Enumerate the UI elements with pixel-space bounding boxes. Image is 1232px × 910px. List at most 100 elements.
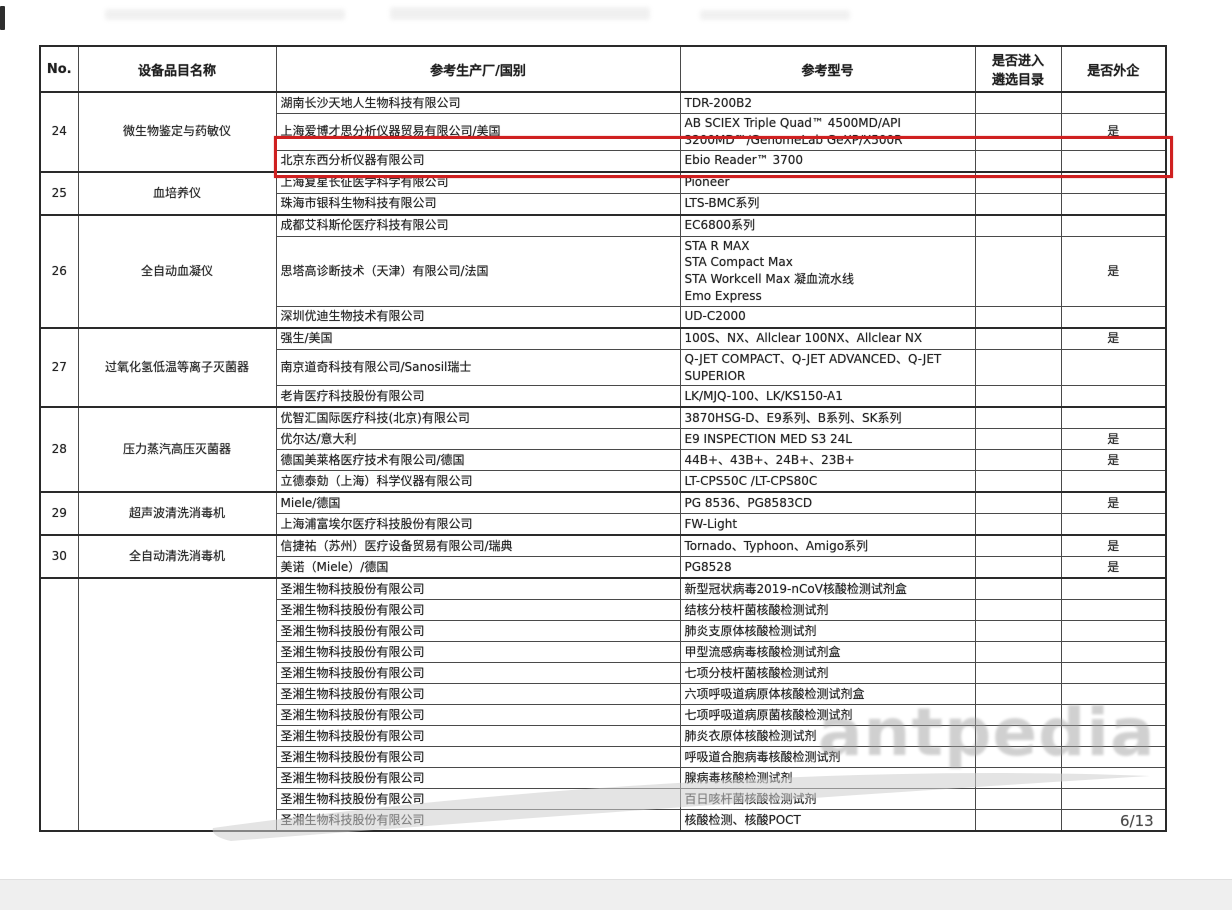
table-row: 圣湘生物科技股份有限公司 肺炎支原体核酸检测试剂	[40, 620, 1167, 643]
manufacturer-cell: 思塔高诊断技术（天津）有限公司/法国	[275, 235, 681, 307]
manufacturer-cell: 圣湘生物科技股份有限公司	[275, 620, 681, 643]
manufacturer-cell: 湖南长沙天地人生物科技有限公司	[275, 91, 681, 114]
manufacturer-cell: 老肯医疗科技股份有限公司	[275, 385, 681, 408]
model-cell: Tornado、Typhoon、Amigo系列	[679, 534, 976, 558]
model-cell: TDR-200B2	[679, 91, 976, 114]
header-row: No. 设备品目名称 参考生产厂/国别 参考型号 是否进入 遴选目录 是否外企	[39, 45, 1167, 93]
foreign-flag-cell	[1060, 348, 1167, 387]
manufacturer-cell: 优智汇国际医疗科技(北京)有限公司	[275, 406, 681, 430]
manufacturer-cell: 上海爱博才思分析仪器贸易有限公司/美国	[275, 113, 681, 151]
highlight-red-box	[274, 136, 1173, 178]
equipment-name-cell: 血培养仪	[77, 170, 277, 216]
manufacturer-cell: 立德泰勀（上海）科学仪器有限公司	[275, 470, 681, 493]
foreign-flag-cell	[1060, 470, 1167, 493]
table-row: 老肯医疗科技股份有限公司 LK/MJQ-100、LK/KS150-A1	[40, 385, 1167, 408]
footer-strip	[0, 879, 1232, 910]
table-row: 29 超声波清洗消毒机 Miele/德国 PG 8536、PG8583CD 是	[39, 491, 1167, 536]
foreign-flag-cell	[1060, 385, 1167, 408]
manufacturer-cell: 深圳优迪生物技术有限公司	[275, 305, 681, 329]
catalog-flag-cell	[974, 305, 1062, 329]
manufacturer-cell: 德国美莱格医疗技术有限公司/德国	[275, 449, 681, 472]
foreign-flag-cell	[1060, 305, 1167, 329]
watermark: antpedia	[818, 694, 1156, 771]
row-number-cell: 26	[39, 213, 79, 329]
model-cell: LTS-BMC系列	[679, 192, 976, 216]
table-row: 26 全自动血凝仪 成都艾科斯伦医疗科技有限公司 EC6800系列	[39, 213, 1167, 329]
scan-artifact-mark	[0, 6, 5, 30]
manufacturer-cell: 圣湘生物科技股份有限公司	[275, 725, 681, 748]
catalog-flag-cell	[974, 534, 1062, 558]
foreign-flag-cell: 是	[1060, 491, 1167, 515]
table-row: 南京道奇科技有限公司/Sanosil瑞士 Q-JET COMPACT、Q-JET …	[40, 348, 1167, 387]
table-row: 圣湘生物科技股份有限公司 呼吸道合胞病毒核酸检测试剂	[40, 746, 1167, 769]
model-cell: 结核分枝杆菌核酸检测试剂	[679, 599, 976, 622]
model-cell: PG8528	[679, 556, 976, 579]
model-cell: 七项呼吸道病原菌核酸检测试剂	[679, 704, 976, 727]
manufacturer-cell: 优尔达/意大利	[275, 428, 681, 451]
catalog-flag-cell	[974, 192, 1062, 216]
model-cell: 六项呼吸道病原体核酸检测试剂盒	[679, 683, 976, 706]
table-row: 24 微生物鉴定与药敏仪 湖南长沙天地人生物科技有限公司 TDR-200B2	[39, 91, 1167, 173]
catalog-flag-cell	[974, 326, 1062, 350]
equipment-name-cell: 压力蒸汽高压灭菌器	[77, 406, 277, 493]
table-row: 28 压力蒸汽高压灭菌器 优智汇国际医疗科技(北京)有限公司 3870HSG-D、E9…	[39, 406, 1167, 493]
model-cell: UD-C2000	[679, 305, 976, 329]
model-cell: 肺炎衣原体核酸检测试剂	[679, 725, 976, 748]
table-row: 30 全自动清洗消毒机 信捷祐（苏州）医疗设备贸易有限公司/瑞典 Tornado、Ty…	[39, 534, 1167, 579]
catalog-flag-cell	[974, 662, 1062, 685]
table-row: 圣湘生物科技股份有限公司 新型冠状病毒2019-nCoV核酸检测试剂盒	[39, 577, 1167, 832]
catalog-flag-cell	[974, 577, 1062, 601]
bleedthrough-text	[700, 10, 850, 20]
catalog-flag-cell	[974, 556, 1062, 579]
equipment-name-cell: 微生物鉴定与药敏仪	[77, 91, 277, 173]
header-equipment-name: 设备品目名称	[77, 45, 277, 93]
table-row: 优尔达/意大利 E9 INSPECTION MED S3 24L 是	[40, 428, 1167, 451]
bleedthrough-text	[105, 9, 345, 20]
row-number-cell	[39, 577, 79, 832]
row-number-cell: 27	[39, 326, 79, 408]
row-number-cell: 28	[39, 406, 79, 493]
model-cell: LK/MJQ-100、LK/KS150-A1	[679, 385, 976, 408]
equipment-name-cell: 全自动清洗消毒机	[77, 534, 277, 579]
model-cell: 3870HSG-D、E9系列、B系列、SK系列	[679, 406, 976, 430]
manufacturer-cell: 强生/美国	[275, 326, 681, 350]
catalog-flag-cell	[974, 491, 1062, 515]
row-number-cell: 24	[39, 91, 79, 173]
equipment-name-cell	[77, 577, 277, 832]
manufacturer-cell: 珠海市银科生物科技有限公司	[275, 192, 681, 216]
equipment-name-cell: 全自动血凝仪	[77, 213, 277, 329]
foreign-flag-cell	[1060, 406, 1167, 430]
catalog-flag-cell	[974, 599, 1062, 622]
row-number-cell: 25	[39, 170, 79, 216]
table-row: 北京东西分析仪器有限公司 Ebio Reader™ 3700	[40, 149, 1167, 173]
model-cell: 新型冠状病毒2019-nCoV核酸检测试剂盒	[679, 577, 976, 601]
page-number: 6/13	[1120, 812, 1154, 830]
table-row: 美诺（Miele）/德国 PG8528 是	[40, 556, 1167, 579]
table-row: 思塔高诊断技术（天津）有限公司/法国 STA R MAX STA Compact …	[40, 235, 1167, 307]
table-row: 珠海市银科生物科技有限公司 LTS-BMC系列	[40, 192, 1167, 216]
equipment-name-cell: 超声波清洗消毒机	[77, 491, 277, 536]
row-number-cell: 29	[39, 491, 79, 536]
manufacturer-cell: 圣湘生物科技股份有限公司	[275, 704, 681, 727]
catalog-flag-cell	[974, 620, 1062, 643]
equipment-catalog-table: No. 设备品目名称 参考生产厂/国别 参考型号 是否进入 遴选目录 是否外企 …	[39, 45, 1167, 833]
manufacturer-cell: 圣湘生物科技股份有限公司	[275, 599, 681, 622]
catalog-flag-cell	[974, 348, 1062, 387]
foreign-flag-cell	[1060, 91, 1167, 114]
model-cell: 100S、NX、Allclear 100NX、Allclear NX	[679, 326, 976, 350]
manufacturer-cell: 信捷祐（苏州）医疗设备贸易有限公司/瑞典	[275, 534, 681, 558]
table-row: 德国美莱格医疗技术有限公司/德国 44B+、43B+、24B+、23B+ 是	[40, 449, 1167, 472]
foreign-flag-cell: 是	[1060, 428, 1167, 451]
manufacturer-cell: 圣湘生物科技股份有限公司	[275, 662, 681, 685]
foreign-flag-cell	[1060, 513, 1167, 536]
manufacturer-cell: 圣湘生物科技股份有限公司	[275, 577, 681, 601]
catalog-flag-cell	[974, 641, 1062, 664]
catalog-flag-cell	[974, 213, 1062, 237]
catalog-flag-cell	[974, 449, 1062, 472]
header-catalog: 是否进入 遴选目录	[974, 45, 1062, 93]
table-row: 圣湘生物科技股份有限公司 肺炎衣原体核酸检测试剂	[40, 725, 1167, 748]
manufacturer-cell: 北京东西分析仪器有限公司	[275, 149, 681, 173]
foreign-flag-cell: 是	[1060, 113, 1167, 151]
manufacturer-cell: Miele/德国	[275, 491, 681, 515]
